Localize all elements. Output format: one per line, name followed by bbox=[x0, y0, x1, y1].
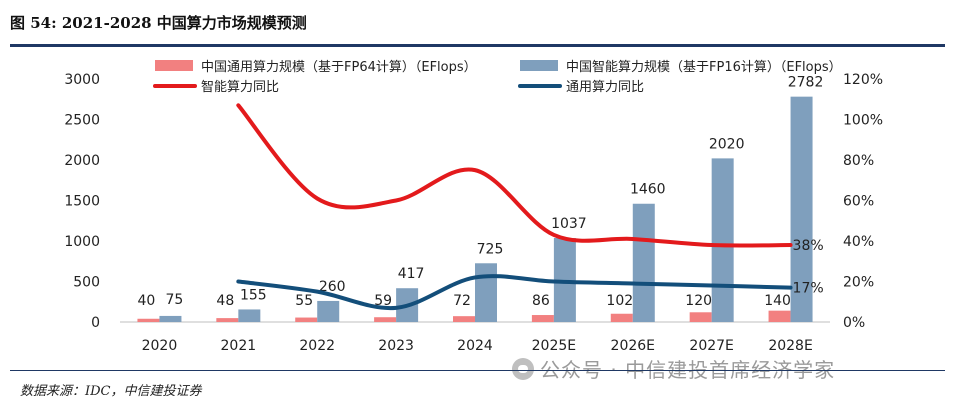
watermark: 公众号 · 中信建投首席经济学家 bbox=[512, 354, 835, 383]
legend-swatch bbox=[155, 60, 193, 71]
x-axis-tick: 2027E bbox=[689, 338, 733, 354]
bar bbox=[768, 310, 791, 322]
bar bbox=[216, 318, 239, 322]
bar-data-label: 417 bbox=[398, 266, 425, 282]
bar bbox=[632, 203, 655, 322]
bar-data-label: 40 bbox=[138, 293, 156, 309]
line-end-label: 38% bbox=[793, 238, 824, 254]
right-axis-tick: 80% bbox=[843, 153, 874, 169]
left-axis-tick: 1500 bbox=[64, 194, 100, 210]
legend-swatch bbox=[520, 60, 558, 71]
footer-divider bbox=[10, 370, 945, 371]
left-axis-tick: 1000 bbox=[64, 234, 100, 250]
bar bbox=[238, 309, 261, 322]
bar-data-label: 75 bbox=[166, 292, 184, 308]
left-axis-tick: 2000 bbox=[64, 153, 100, 169]
x-axis-tick: 2022 bbox=[299, 338, 335, 354]
bar-data-label: 120 bbox=[685, 293, 712, 309]
bar-data-label: 1460 bbox=[630, 182, 666, 198]
x-axis-tick: 2028E bbox=[768, 338, 812, 354]
bar-data-label: 725 bbox=[477, 241, 504, 257]
x-axis-tick: 2024 bbox=[457, 338, 493, 354]
bar bbox=[689, 312, 712, 322]
bar-data-label: 2020 bbox=[709, 136, 745, 152]
right-axis-tick: 0% bbox=[843, 315, 865, 331]
bar bbox=[475, 263, 497, 322]
right-axis-tick: 120% bbox=[843, 72, 883, 88]
watermark-text: 公众号 · 中信建投首席经济学家 bbox=[540, 358, 836, 382]
bar-data-label: 55 bbox=[295, 293, 313, 309]
series-line bbox=[236, 274, 793, 311]
series-line bbox=[236, 103, 793, 248]
source-note: 数据来源：IDC，中信建投证券 bbox=[20, 384, 202, 399]
bar-data-label: 72 bbox=[453, 293, 471, 309]
bar-data-label: 86 bbox=[532, 293, 550, 309]
bar-data-label: 140 bbox=[764, 293, 791, 309]
right-axis-tick: 100% bbox=[843, 113, 883, 129]
legend-label: 智能算力同比 bbox=[201, 80, 279, 95]
legend-label: 通用算力同比 bbox=[566, 80, 644, 95]
line-end-label: 17% bbox=[793, 281, 824, 297]
x-axis-tick: 2026E bbox=[611, 338, 655, 354]
bar bbox=[790, 96, 813, 323]
bar-data-label: 1037 bbox=[551, 216, 587, 232]
bar-data-label: 48 bbox=[216, 293, 234, 309]
right-axis-tick: 20% bbox=[843, 275, 874, 291]
right-axis-tick: 40% bbox=[843, 234, 874, 250]
right-axis-tick: 60% bbox=[843, 194, 874, 210]
x-axis-tick: 2021 bbox=[221, 338, 257, 354]
bar-data-label: 155 bbox=[240, 287, 267, 303]
bar bbox=[295, 317, 318, 322]
bar bbox=[137, 318, 160, 322]
bar-data-label: 59 bbox=[374, 293, 392, 309]
x-axis-tick: 2020 bbox=[142, 338, 178, 354]
x-axis-tick: 2023 bbox=[378, 338, 414, 354]
legend-label: 中国通用算力规模（基于FP64计算）（EFlops） bbox=[201, 60, 477, 75]
bar bbox=[453, 316, 475, 322]
left-axis-tick: 2500 bbox=[64, 113, 100, 129]
bar-data-label: 102 bbox=[606, 293, 633, 309]
bar bbox=[374, 317, 397, 322]
chart-title: 图 54: 2021-2028 中国算力市场规模预测 bbox=[10, 14, 307, 32]
bar bbox=[610, 313, 633, 322]
left-axis-tick: 3000 bbox=[64, 72, 100, 88]
wechat-icon bbox=[512, 357, 534, 380]
bar bbox=[317, 300, 340, 322]
bar bbox=[711, 158, 734, 322]
bar-data-label: 2782 bbox=[788, 75, 824, 91]
bar-data-label: 260 bbox=[319, 279, 346, 295]
bar bbox=[531, 315, 554, 322]
x-axis-tick: 2025E bbox=[532, 338, 576, 354]
legend-label: 中国智能算力规模（基于FP16计算）（EFlops） bbox=[566, 60, 842, 75]
left-axis-tick: 500 bbox=[73, 275, 100, 291]
bar bbox=[159, 315, 182, 322]
title-divider bbox=[10, 44, 945, 47]
left-axis-tick: 0 bbox=[91, 315, 100, 331]
